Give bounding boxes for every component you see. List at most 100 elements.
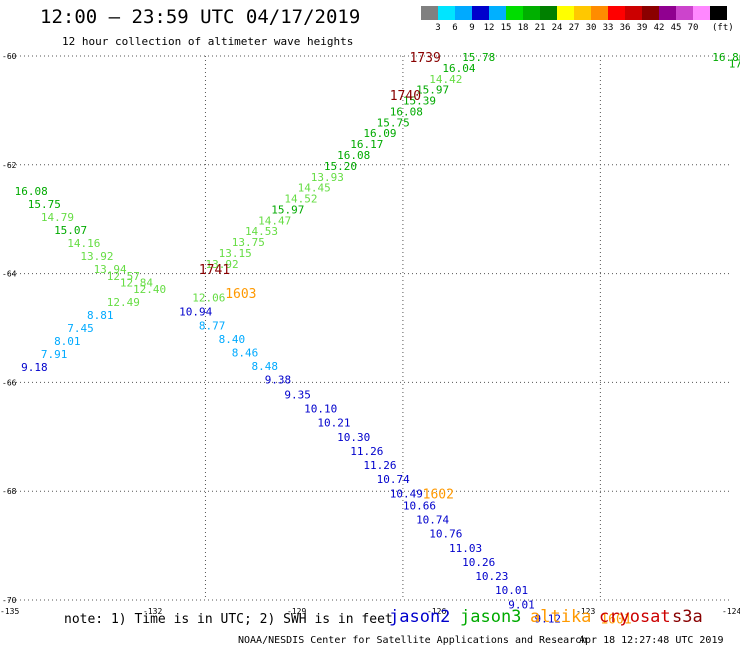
color-scale-swatch <box>421 6 438 20</box>
footer-credit: NOAA/NESDIS Center for Satellite Applica… <box>238 635 588 646</box>
x-tick-label: -123 <box>576 607 595 616</box>
color-scale-swatch <box>676 6 693 20</box>
pass-time-label: 1739 <box>409 51 440 66</box>
color-scale-swatch <box>438 6 455 20</box>
legend-jason3: jason3 <box>460 607 522 627</box>
wave-height-label: 15.39 <box>403 95 436 108</box>
color-scale-label: 45 <box>670 23 682 33</box>
wave-height-label: 16.08 <box>15 185 48 198</box>
wave-height-label: 13.92 <box>205 258 238 271</box>
wave-height-label: 9.12 <box>535 612 562 625</box>
y-tick-label: -66 <box>2 378 17 387</box>
pass-time-label: 1603 <box>225 287 256 302</box>
color-scale-label: 27 <box>568 23 580 33</box>
wave-height-label: 14.16 <box>67 237 100 250</box>
wave-height-label: 8.01 <box>54 335 80 348</box>
y-tick-label: -60 <box>2 52 17 61</box>
wave-height-label: 14.53 <box>245 225 278 238</box>
color-scale-units: (ft) <box>712 23 734 33</box>
color-scale-swatch <box>642 6 659 20</box>
wave-height-label: 16.04 <box>442 62 475 75</box>
wave-height-label: 7.45 <box>67 322 94 335</box>
x-tick-label: -135 <box>0 607 19 616</box>
x-tick-label: -132 <box>143 607 162 616</box>
color-scale-label: 30 <box>585 23 597 33</box>
color-scale-label: 12 <box>483 23 495 33</box>
wave-height-label: 9.01 <box>508 598 534 611</box>
wave-height-label: 10.76 <box>429 528 462 541</box>
legend-altika: altika <box>530 607 592 627</box>
wave-height-label: 13.93 <box>311 171 344 184</box>
wave-height-label: 9.18 <box>21 361 47 374</box>
color-scale-swatch <box>506 6 523 20</box>
color-scale-label: 42 <box>653 23 665 33</box>
wave-height-label: 12.06 <box>192 292 225 305</box>
wave-height-label: 16.80 <box>712 51 740 64</box>
wave-height-label: 15.75 <box>28 198 61 211</box>
wave-height-label: 10.30 <box>337 431 370 444</box>
wave-height-label: 9.38 <box>265 374 292 387</box>
color-scale-label: 33 <box>602 23 614 33</box>
wave-height-label: 16.08 <box>390 105 423 118</box>
color-scale-label: 70 <box>687 23 699 33</box>
color-scale-swatch <box>540 6 557 20</box>
wave-height-label: 15.78 <box>462 51 495 64</box>
wave-height-label: 8.81 <box>87 309 114 322</box>
legend-cryosat: cryosat <box>599 607 671 627</box>
pass-time-label: 1740 <box>390 89 421 104</box>
wave-height-label: 12.49 <box>107 296 140 309</box>
color-scale-label: 3 <box>435 23 441 33</box>
color-scale-swatch <box>608 6 625 20</box>
wave-height-label: 7.91 <box>41 348 67 361</box>
x-tick-label: -129 <box>287 607 306 616</box>
color-scale-swatch <box>591 6 608 20</box>
chart-title: 12:00 – 23:59 UTC 04/17/2019 <box>40 6 361 28</box>
legend-s3a: s3a <box>672 607 703 627</box>
y-tick-label: -64 <box>2 270 17 279</box>
wave-height-label: 15.07 <box>54 224 87 237</box>
wave-height-label: 11.03 <box>449 542 482 555</box>
wave-height-label: 14.79 <box>41 211 74 224</box>
wave-height-label: 10.26 <box>462 556 495 569</box>
wave-height-label: 14.52 <box>284 193 317 206</box>
wave-height-label: 14.42 <box>429 73 462 86</box>
color-scale-swatch <box>710 6 727 20</box>
wave-height-label: 12.84 <box>120 276 153 289</box>
y-tick-label: -70 <box>2 596 17 605</box>
wave-height-label: 15.75 <box>377 116 410 129</box>
color-scale-label: 6 <box>452 23 458 33</box>
chart-subtitle: 12 hour collection of altimeter wave hei… <box>62 35 354 48</box>
pass-time-label: 1602 <box>423 487 454 502</box>
wave-height-label: 13.94 <box>94 263 127 276</box>
color-scale-label: 15 <box>500 23 512 33</box>
wave-height-label: 13.75 <box>232 236 265 249</box>
color-scale-label: 36 <box>619 23 631 33</box>
pass-time-label: 1601 <box>600 612 631 627</box>
note-text: note: 1) Time is in UTC; 2) SWH is in fe… <box>64 612 393 627</box>
wave-height-label: 16.17 <box>350 138 383 151</box>
pass-time-label: 1741 <box>199 263 230 278</box>
wave-height-label: 17.4 <box>729 58 740 71</box>
color-scale-swatch <box>574 6 591 20</box>
color-scale-swatch <box>557 6 574 20</box>
wave-height-label: 10.49 <box>390 487 423 500</box>
footer-timestamp: Apr 18 12:27:48 UTC 2019 <box>579 635 724 646</box>
wave-height-label: 10.01 <box>495 584 528 597</box>
wave-height-label: 16.09 <box>363 127 396 140</box>
wave-height-label: 15.97 <box>416 84 449 97</box>
wave-height-label: 13.92 <box>80 250 113 263</box>
wave-height-label: 10.10 <box>304 403 337 416</box>
color-scale-swatch <box>659 6 676 20</box>
wave-height-label: 10.23 <box>475 570 508 583</box>
wave-height-label: 15.97 <box>271 203 304 216</box>
wave-height-label: 16.08 <box>337 149 370 162</box>
color-scale-bar <box>421 6 727 20</box>
wave-height-label: 15.20 <box>324 160 357 173</box>
y-tick-label: -68 <box>2 487 17 496</box>
y-tick-label: -62 <box>2 161 17 170</box>
wave-height-label: 10.74 <box>416 513 449 526</box>
wave-height-label: 12.57 <box>107 270 140 283</box>
wave-height-label: 14.45 <box>298 182 331 195</box>
wave-height-label: 9.35 <box>284 388 311 401</box>
wave-height-label: 8.48 <box>252 360 279 373</box>
